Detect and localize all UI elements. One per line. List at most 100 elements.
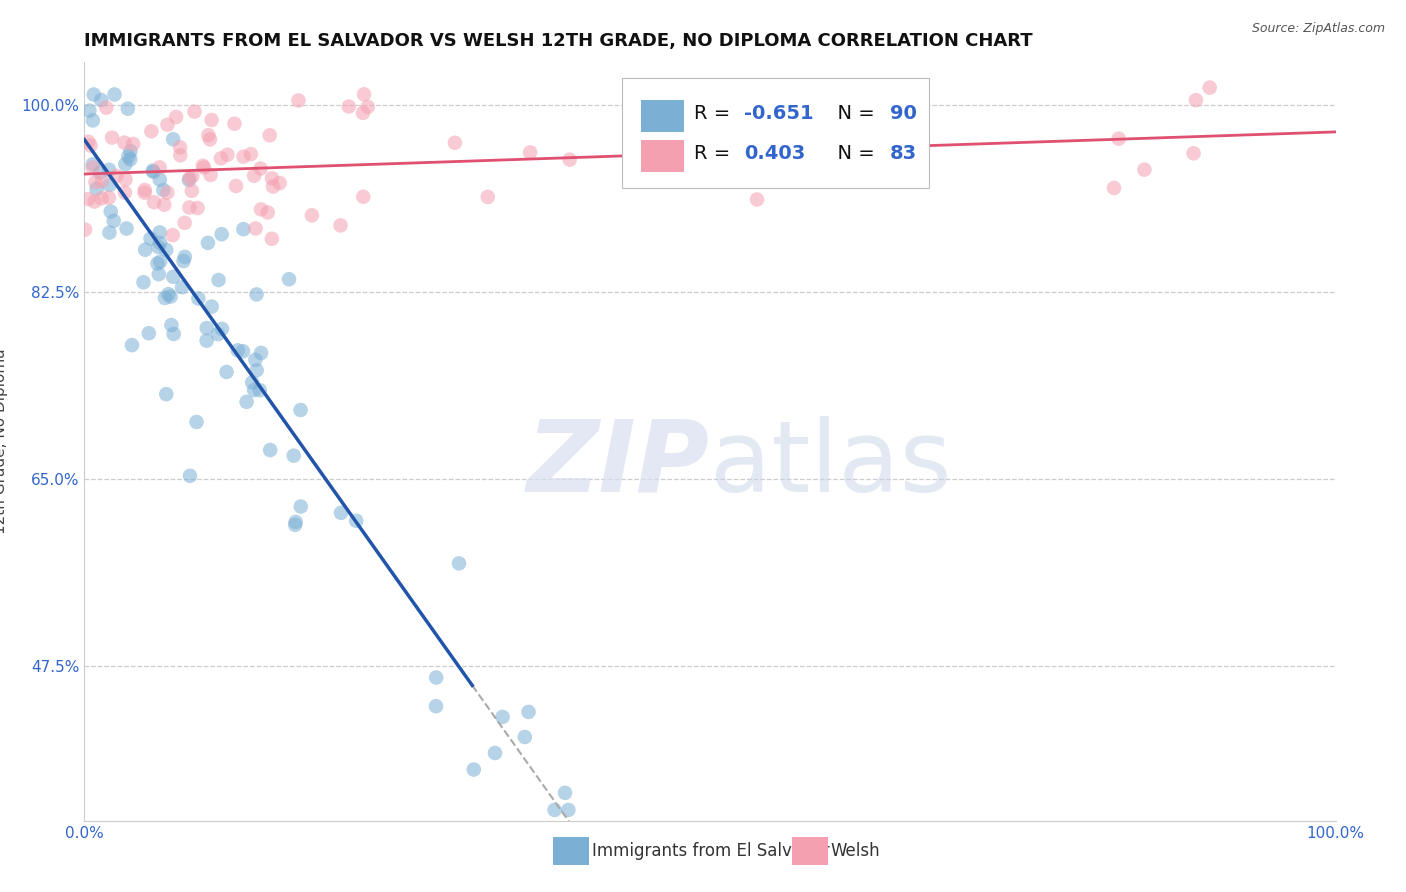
Point <box>249 383 271 397</box>
Text: R =: R = <box>693 144 737 163</box>
Point <box>90 174 112 188</box>
Point <box>207 273 229 287</box>
Point <box>101 130 124 145</box>
Point <box>200 168 222 182</box>
Text: N =: N = <box>825 103 882 123</box>
Point <box>260 171 283 186</box>
Point <box>865 149 887 163</box>
Text: atlas: atlas <box>710 416 952 513</box>
Point <box>232 150 254 164</box>
Point <box>169 140 191 154</box>
Point <box>105 169 128 183</box>
Point <box>173 216 195 230</box>
Point <box>745 193 768 207</box>
Point <box>1133 162 1156 177</box>
Point <box>162 132 184 146</box>
Point <box>645 135 668 149</box>
Point <box>179 171 201 186</box>
Text: R =: R = <box>693 103 737 123</box>
Point <box>558 153 581 167</box>
Point <box>250 346 273 360</box>
FancyBboxPatch shape <box>623 78 929 187</box>
Point <box>170 280 193 294</box>
Point <box>134 183 156 197</box>
Point <box>337 99 360 113</box>
Point <box>82 161 104 175</box>
Point <box>117 102 139 116</box>
Point <box>179 201 201 215</box>
Point <box>262 179 284 194</box>
Point <box>112 136 135 150</box>
Point <box>217 147 239 161</box>
Point <box>114 172 136 186</box>
FancyBboxPatch shape <box>641 140 683 172</box>
Point <box>243 169 266 183</box>
Point <box>82 113 104 128</box>
Text: IMMIGRANTS FROM EL SALVADOR VS WELSH 12TH GRADE, NO DIPLOMA CORRELATION CHART: IMMIGRANTS FROM EL SALVADOR VS WELSH 12T… <box>84 32 1033 50</box>
Point <box>1102 181 1125 195</box>
Point <box>155 243 177 257</box>
Point <box>290 500 312 514</box>
Text: Source: ZipAtlas.com: Source: ZipAtlas.com <box>1251 22 1385 36</box>
Point <box>200 113 222 128</box>
Point <box>284 515 307 529</box>
Point <box>193 161 215 175</box>
Point <box>329 219 352 233</box>
Point <box>96 101 118 115</box>
Point <box>142 165 165 179</box>
Point <box>283 449 305 463</box>
Point <box>187 201 209 215</box>
Text: 90: 90 <box>890 103 917 123</box>
Point <box>1182 146 1205 161</box>
Point <box>1198 80 1220 95</box>
Text: N =: N = <box>825 144 882 163</box>
Point <box>235 395 257 409</box>
Point <box>142 163 165 178</box>
Point <box>284 517 307 532</box>
Point <box>114 186 136 200</box>
Point <box>89 166 111 180</box>
Point <box>259 128 281 143</box>
FancyBboxPatch shape <box>641 100 683 132</box>
Point <box>245 287 267 301</box>
Text: -0.651: -0.651 <box>744 103 814 123</box>
Point <box>260 232 283 246</box>
Point <box>121 338 143 352</box>
Point <box>169 148 191 162</box>
Point <box>100 204 122 219</box>
Point <box>243 383 266 397</box>
Point <box>353 87 375 102</box>
Point <box>187 292 209 306</box>
Point <box>165 110 187 124</box>
Point <box>211 322 233 336</box>
Point <box>141 124 163 138</box>
Point <box>97 191 120 205</box>
Y-axis label: 12th Grade, No Diploma: 12th Grade, No Diploma <box>0 349 7 534</box>
Point <box>259 443 281 458</box>
Point <box>114 157 136 171</box>
Point <box>211 227 233 242</box>
Text: 83: 83 <box>890 144 917 163</box>
Point <box>156 186 179 200</box>
Point <box>239 147 262 161</box>
Point <box>84 175 107 189</box>
Point <box>1185 93 1208 107</box>
Point <box>98 178 121 192</box>
Point <box>134 186 156 200</box>
Point <box>491 710 513 724</box>
Point <box>557 803 579 817</box>
Point <box>159 289 181 303</box>
Point <box>173 254 195 268</box>
Point <box>120 153 142 167</box>
Point <box>163 326 186 341</box>
Point <box>149 254 172 268</box>
Point <box>180 184 202 198</box>
Point <box>290 403 312 417</box>
Point <box>517 705 540 719</box>
Point <box>122 136 145 151</box>
Point <box>152 183 174 197</box>
Point <box>232 344 254 359</box>
Point <box>357 100 380 114</box>
Point <box>138 326 160 341</box>
Point <box>447 557 470 571</box>
